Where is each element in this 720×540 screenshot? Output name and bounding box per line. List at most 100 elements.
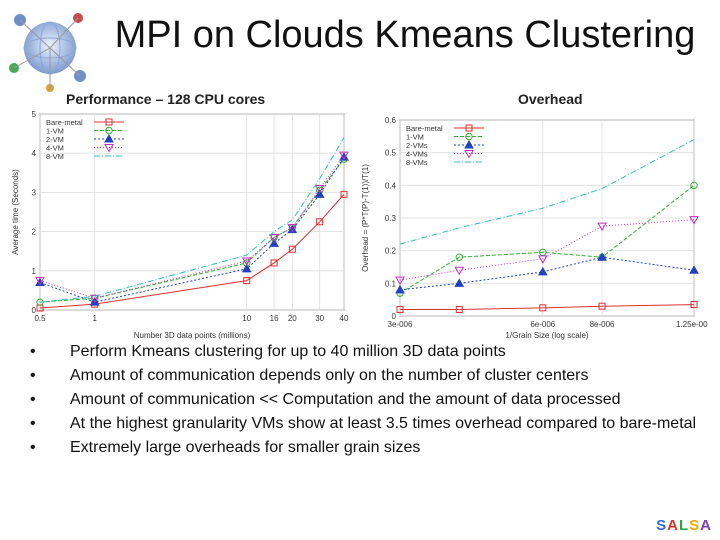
x-tick-label: 10 <box>242 314 251 323</box>
salsa-logo: SALSA <box>656 517 712 534</box>
bullet-dot-icon: • <box>30 343 36 360</box>
data-point <box>539 304 547 312</box>
series-line <box>39 137 345 303</box>
bullet-text: Perform Kmeans clustering for up to 40 m… <box>70 343 506 360</box>
data-point <box>241 263 252 273</box>
y-tick-label: 0.1 <box>385 279 397 288</box>
bullet-item: • Perform Kmeans clustering for up to 40 … <box>30 344 700 360</box>
salsa-letter: S <box>656 517 668 534</box>
x-tick-label: 6e-006 <box>530 320 555 329</box>
data-point <box>396 305 404 313</box>
data-point <box>316 218 324 226</box>
legend-label: 2-VM <box>46 135 64 144</box>
bullet-item: • Amount of communication << Computation … <box>30 392 700 408</box>
slide-title: MPI on Clouds Kmeans Clustering <box>114 14 696 56</box>
data-point <box>464 139 474 149</box>
data-point <box>395 284 405 294</box>
data-point <box>537 255 548 264</box>
y-tick-label: 0.4 <box>385 181 397 190</box>
data-point <box>89 294 100 304</box>
y-axis-label: Overhead = (P*T(P)-T(1))/T(1) <box>361 164 370 272</box>
bullet-dot-icon: • <box>30 415 36 432</box>
performance-chart: 0 1 2 3 4 5 0.5 1 10 16 20 30 40 Number 3D data point… <box>10 108 352 340</box>
bullet-list: • Perform Kmeans clustering for up to 40 … <box>30 344 700 464</box>
salsa-letter: S <box>689 517 701 534</box>
chart-title-overhead: Overhead <box>518 91 583 107</box>
salsa-letter: A <box>700 517 712 534</box>
data-point <box>689 265 699 274</box>
x-tick-label: 8e-006 <box>590 320 615 329</box>
y-tick-label: 3 <box>32 188 37 197</box>
data-point <box>465 124 473 132</box>
legend-label: 1-VM <box>406 133 424 142</box>
data-point <box>454 278 465 287</box>
data-point <box>35 277 45 286</box>
bullet-text: At the highest granularity VMs show at l… <box>70 415 697 432</box>
y-tick-label: 0.5 <box>385 149 397 158</box>
y-tick-label: 1 <box>32 267 37 276</box>
bullet-text: Extremely large overheads for smaller gr… <box>70 439 421 456</box>
series-line <box>399 139 695 245</box>
data-point <box>241 257 252 267</box>
salsa-letter: L <box>678 517 690 534</box>
y-tick-label: 0 <box>392 312 397 321</box>
legend-label: 8-VM <box>46 152 64 161</box>
series-line <box>399 184 695 294</box>
data-point <box>395 276 405 286</box>
data-point <box>340 190 348 198</box>
data-point <box>287 224 298 233</box>
data-point <box>689 216 699 225</box>
bullet-dot-icon: • <box>30 439 36 456</box>
x-tick-label: 16 <box>270 314 279 323</box>
data-point <box>339 151 349 161</box>
bullet-item: • Extremely large overheads for smaller g… <box>30 440 700 456</box>
x-tick-label: 0.5 <box>34 314 46 323</box>
data-point <box>597 222 607 232</box>
bullet-item: • Amount of communication depends only on… <box>30 368 700 384</box>
x-tick-label: 1.25e-005 <box>676 320 708 329</box>
data-point <box>597 252 607 261</box>
bullet-text: Amount of communication << Computation a… <box>70 391 621 408</box>
y-tick-label: 0 <box>32 306 37 315</box>
y-tick-label: 4 <box>32 149 37 158</box>
data-point <box>537 266 548 276</box>
x-tick-label: 40 <box>340 314 349 323</box>
data-point <box>288 245 296 253</box>
legend-label: 1-VM <box>46 127 64 136</box>
x-axis-label: 1/Grain Size (log scale) <box>505 331 588 340</box>
bullet-dot-icon: • <box>30 391 36 408</box>
data-point <box>598 302 606 310</box>
overhead-chart-svg: 0 0.1 0.2 0.3 0.4 0.5 0.6 3e-006 6e-006 8e-006 1.2… <box>361 116 708 340</box>
globe-network-icon <box>9 13 86 92</box>
series-line <box>39 154 345 299</box>
data-point <box>105 126 113 135</box>
data-point <box>314 184 325 194</box>
series-line <box>400 304 695 310</box>
y-tick-label: 2 <box>32 228 37 237</box>
x-tick-label: 1 <box>92 314 97 323</box>
y-tick-label: 0.2 <box>385 247 397 256</box>
y-tick-label: 0.3 <box>385 214 397 223</box>
data-point <box>454 266 465 276</box>
x-tick-label: 3e-006 <box>388 320 413 329</box>
bullet-item: • At the highest granularity VMs show at … <box>30 416 700 432</box>
y-axis-label: Average time (Seconds) <box>11 169 20 255</box>
overhead-chart: 0 0.1 0.2 0.3 0.4 0.5 0.6 3e-006 6e-006 8e-006 1.2… <box>358 108 708 340</box>
legend-label: 8-VMs <box>406 158 428 167</box>
legend-label: 4-VMs <box>406 150 428 159</box>
bullet-dot-icon: • <box>30 367 36 384</box>
data-point <box>464 150 474 159</box>
data-point <box>104 144 114 153</box>
data-point <box>690 181 698 190</box>
legend-label: 4-VM <box>46 144 64 153</box>
data-point <box>243 277 251 285</box>
data-point <box>105 118 113 126</box>
series-line <box>399 219 695 281</box>
x-tick-label: 20 <box>288 314 297 323</box>
data-point <box>314 189 325 198</box>
y-tick-label: 0.6 <box>385 116 397 125</box>
data-point <box>269 233 279 243</box>
performance-chart-svg: 0 1 2 3 4 5 0.5 1 10 16 20 30 40 Number 3D data point… <box>11 110 349 340</box>
salsa-letter: A <box>667 517 679 534</box>
x-tick-label: 30 <box>315 314 324 323</box>
